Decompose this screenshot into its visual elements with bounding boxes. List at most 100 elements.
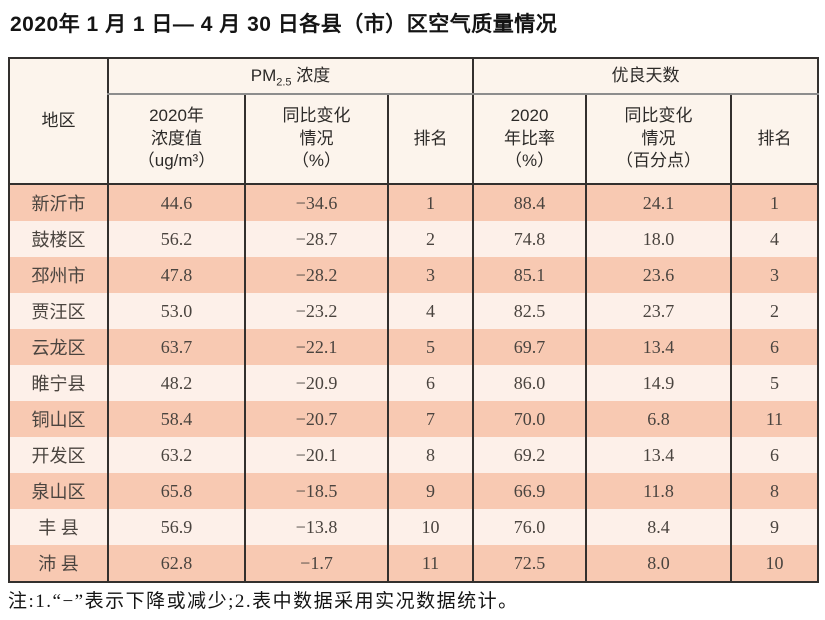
cell-good-rate: 72.5 xyxy=(472,545,587,582)
header-region: 地区 xyxy=(8,58,108,185)
cell-good-rank: 6 xyxy=(730,437,819,473)
cell-good-change: 13.4 xyxy=(585,329,732,365)
header-good-days-group: 优良天数 xyxy=(472,58,819,95)
cell-pm-rank: 11 xyxy=(386,545,474,582)
table-row: 睢宁县 48.2 −20.9 6 86.0 14.9 5 xyxy=(8,365,819,401)
header-good-rate: 2020 年比率 （%） xyxy=(472,94,587,185)
cell-pm-value: 63.2 xyxy=(107,437,245,473)
cell-pm-rank: 9 xyxy=(386,473,474,509)
table-row: 云龙区 63.7 −22.1 5 69.7 13.4 6 xyxy=(8,329,819,365)
table-row: 鼓楼区 56.2 −28.7 2 74.8 18.0 4 xyxy=(8,221,819,257)
cell-good-change: 23.6 xyxy=(585,257,732,293)
cell-pm-rank: 2 xyxy=(386,221,474,257)
cell-pm-change: −20.7 xyxy=(244,401,388,437)
cell-pm-value: 56.9 xyxy=(107,509,245,545)
cell-good-rank: 2 xyxy=(730,293,819,329)
cell-good-rate: 76.0 xyxy=(472,509,587,545)
table-row: 贾汪区 53.0 −23.2 4 82.5 23.7 2 xyxy=(8,293,819,329)
cell-pm-change: −18.5 xyxy=(244,473,388,509)
cell-pm-rank: 5 xyxy=(386,329,474,365)
cell-region: 开发区 xyxy=(8,437,108,473)
cell-pm-change: −23.2 xyxy=(244,293,388,329)
table-subheader-row: 2020年 浓度值 （ug/m³） 同比变化 情况 （%） 排名 2020 年比… xyxy=(9,94,819,185)
table-row: 丰 县 56.9 −13.8 10 76.0 8.4 9 xyxy=(8,509,819,545)
cell-pm-value: 53.0 xyxy=(107,293,245,329)
cell-good-change: 14.9 xyxy=(585,365,732,401)
cell-good-change: 23.7 xyxy=(585,293,732,329)
cell-pm-change: −34.6 xyxy=(244,184,388,221)
cell-pm-rank: 4 xyxy=(386,293,474,329)
cell-pm-value: 58.4 xyxy=(107,401,245,437)
pm25-label-subscript: 2.5 xyxy=(276,76,292,89)
cell-pm-rank: 6 xyxy=(386,365,474,401)
cell-pm-change: −28.2 xyxy=(244,257,388,293)
cell-pm-change: −22.1 xyxy=(244,329,388,365)
table-row: 邳州市 47.8 −28.2 3 85.1 23.6 3 xyxy=(8,257,819,293)
header-pm25-value: 2020年 浓度值 （ug/m³） xyxy=(107,94,245,185)
cell-good-rate: 88.4 xyxy=(472,184,587,221)
cell-good-rate: 86.0 xyxy=(472,365,587,401)
header-good-rank: 排名 xyxy=(730,94,819,185)
cell-region: 新沂市 xyxy=(8,184,108,221)
cell-pm-change: −20.9 xyxy=(244,365,388,401)
cell-region: 沛 县 xyxy=(8,545,108,582)
cell-pm-rank: 10 xyxy=(386,509,474,545)
cell-pm-change: −20.1 xyxy=(244,437,388,473)
cell-pm-rank: 1 xyxy=(386,184,474,221)
cell-pm-value: 56.2 xyxy=(107,221,245,257)
cell-pm-change: −1.7 xyxy=(244,545,388,582)
header-pm25-change: 同比变化 情况 （%） xyxy=(244,94,388,185)
cell-pm-value: 47.8 xyxy=(107,257,245,293)
cell-pm-rank: 3 xyxy=(386,257,474,293)
cell-region: 泉山区 xyxy=(8,473,108,509)
cell-pm-change: −28.7 xyxy=(244,221,388,257)
header-good-change: 同比变化 情况 （百分点） xyxy=(585,94,732,185)
pm25-label-rest: 浓度 xyxy=(291,65,331,85)
cell-pm-rank: 7 xyxy=(386,401,474,437)
cell-good-rate: 70.0 xyxy=(472,401,587,437)
cell-pm-value: 48.2 xyxy=(107,365,245,401)
cell-good-rank: 3 xyxy=(730,257,819,293)
cell-good-rank: 8 xyxy=(730,473,819,509)
cell-good-rate: 74.8 xyxy=(472,221,587,257)
cell-good-change: 24.1 xyxy=(585,184,732,221)
cell-good-change: 13.4 xyxy=(585,437,732,473)
cell-good-rank: 5 xyxy=(730,365,819,401)
cell-region: 睢宁县 xyxy=(8,365,108,401)
cell-good-change: 18.0 xyxy=(585,221,732,257)
air-quality-table: 地区 PM2.5 浓度 优良天数 2020年 浓度值 （ug/m³） 同比变化 … xyxy=(8,57,820,583)
table-row: 泉山区 65.8 −18.5 9 66.9 11.8 8 xyxy=(8,473,819,509)
cell-good-rank: 11 xyxy=(730,401,819,437)
header-pm25-rank: 排名 xyxy=(386,94,474,185)
cell-good-rank: 4 xyxy=(730,221,819,257)
cell-pm-value: 44.6 xyxy=(107,184,245,221)
cell-region: 邳州市 xyxy=(8,257,108,293)
cell-region: 云龙区 xyxy=(8,329,108,365)
footnote: 注:1.“−”表示下降或减少;2.表中数据采用实况数据统计。 xyxy=(8,591,519,612)
cell-good-rate: 69.2 xyxy=(472,437,587,473)
cell-good-rate: 69.7 xyxy=(472,329,587,365)
table-group-header-row: 地区 PM2.5 浓度 优良天数 xyxy=(8,58,819,185)
cell-good-rank: 9 xyxy=(730,509,819,545)
cell-good-rate: 85.1 xyxy=(472,257,587,293)
cell-region: 铜山区 xyxy=(8,401,108,437)
page-title: 2020年 1 月 1 日— 4 月 30 日各县（市）区空气质量情况 xyxy=(10,13,558,36)
cell-pm-value: 63.7 xyxy=(107,329,245,365)
cell-good-rank: 6 xyxy=(730,329,819,365)
cell-pm-change: −13.8 xyxy=(244,509,388,545)
cell-region: 丰 县 xyxy=(8,509,108,545)
table-row: 开发区 63.2 −20.1 8 69.2 13.4 6 xyxy=(8,437,819,473)
table-body: 新沂市 44.6 −34.6 1 88.4 24.1 1 鼓楼区 56.2 −28.7 2 74.8 1… xyxy=(8,184,819,582)
cell-pm-rank: 8 xyxy=(386,437,474,473)
cell-region: 鼓楼区 xyxy=(8,221,108,257)
table-header: 地区 PM2.5 浓度 优良天数 2020年 浓度值 （ug/m³） 同比变化 … xyxy=(8,58,819,185)
header-pm25-group: PM2.5 浓度 xyxy=(106,58,474,95)
table-row: 沛 县 62.8 −1.7 11 72.5 8.0 10 xyxy=(8,545,819,582)
table-row: 新沂市 44.6 −34.6 1 88.4 24.1 1 xyxy=(8,184,819,221)
cell-good-change: 11.8 xyxy=(585,473,732,509)
pm25-label-main: PM xyxy=(250,65,277,85)
cell-pm-value: 62.8 xyxy=(107,545,245,582)
cell-pm-value: 65.8 xyxy=(107,473,245,509)
cell-good-rate: 66.9 xyxy=(472,473,587,509)
cell-good-change: 8.4 xyxy=(585,509,732,545)
